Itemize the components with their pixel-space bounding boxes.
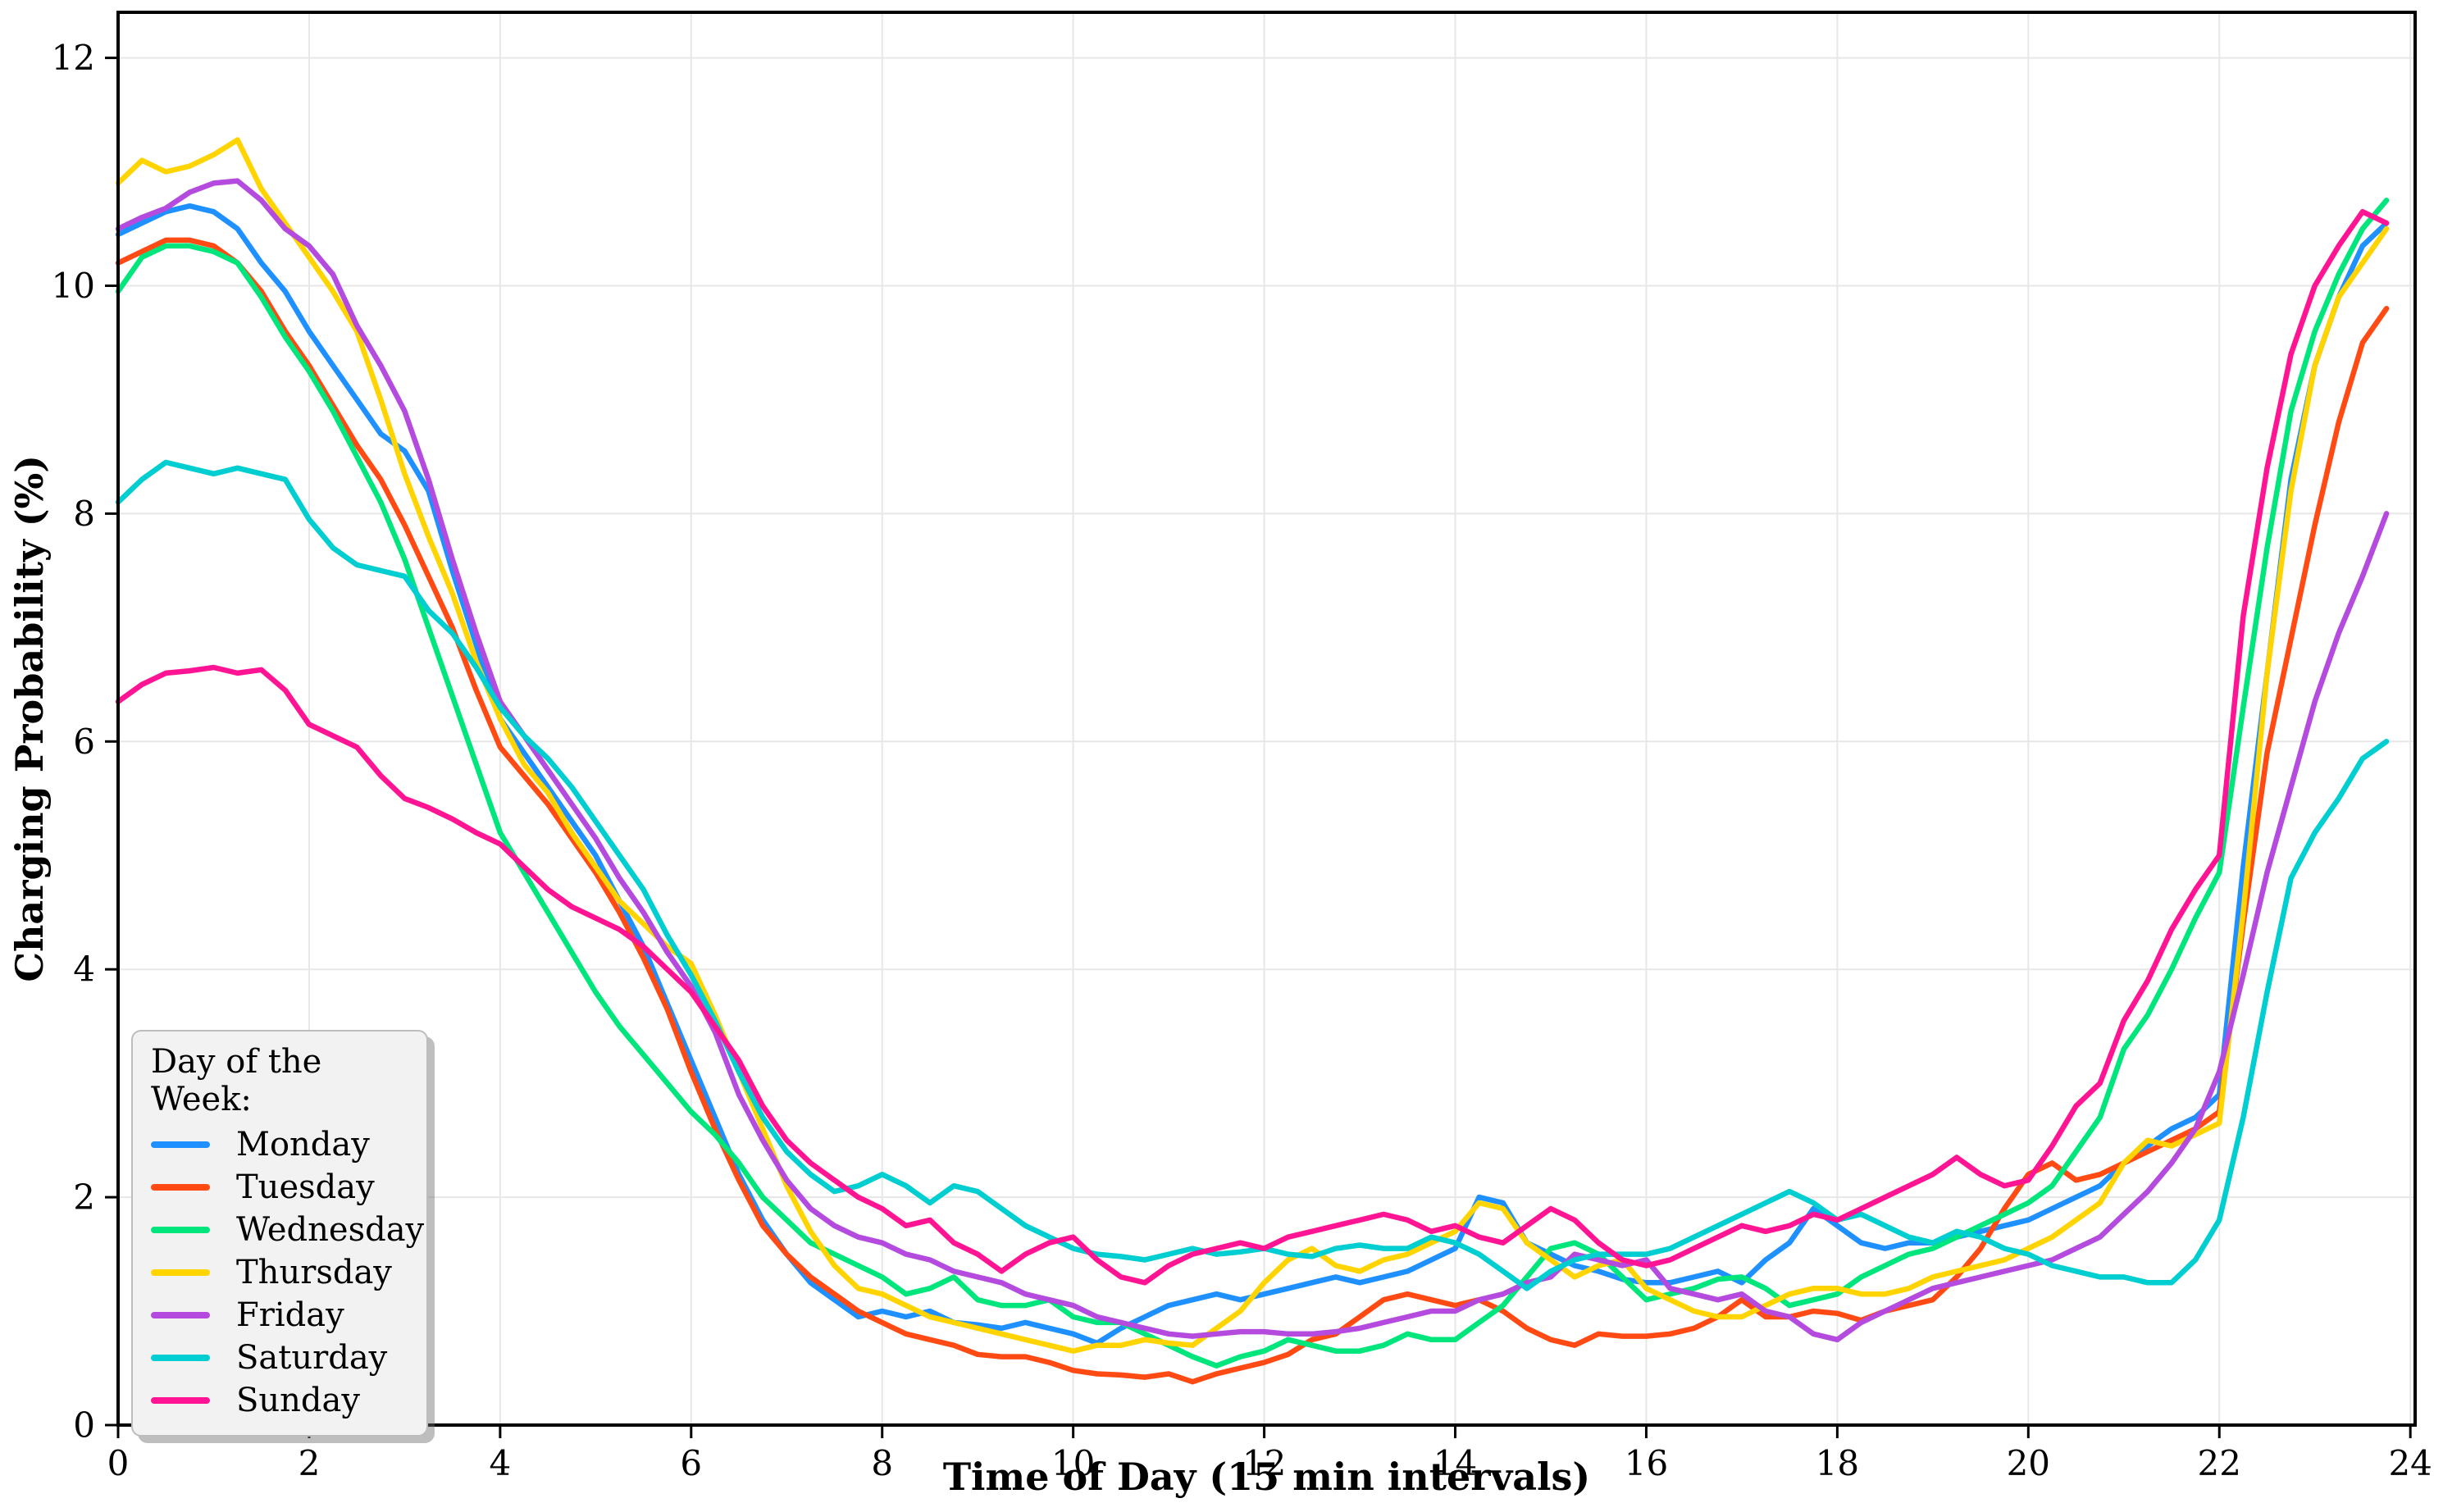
x-tick-label: 10 — [1051, 1443, 1095, 1483]
axes-spines — [116, 11, 2417, 1427]
x-tick-label: 2 — [299, 1443, 321, 1483]
x-tick-label: 12 — [1242, 1443, 1286, 1483]
series-line-tuesday — [115, 237, 2390, 1385]
x-tick-label: 22 — [2198, 1443, 2241, 1483]
y-axis-title-wrap: Charging Probability (%) — [5, 12, 54, 1425]
series-line-sunday — [115, 208, 2390, 1286]
x-tick-label: 24 — [2388, 1443, 2432, 1483]
y-tick-label: 6 — [73, 722, 95, 762]
legend-item-thursday: Thursday — [151, 1251, 415, 1294]
x-axis-title: Time of Day (15 min intervals) — [942, 1455, 1591, 1499]
series-line-wednesday — [115, 198, 2390, 1369]
legend-title: Day of the Week: — [151, 1043, 322, 1118]
x-tick-label: 14 — [1433, 1443, 1477, 1483]
legend-swatch-saturday — [151, 1355, 210, 1361]
y-tick-label: 2 — [73, 1177, 95, 1218]
series-line-friday — [115, 178, 2390, 1343]
legend-label: Monday — [236, 1126, 370, 1164]
x-tick-label: 4 — [489, 1443, 511, 1483]
x-tick-label: 18 — [1816, 1443, 1859, 1483]
legend-label: Sunday — [236, 1382, 360, 1419]
legend-swatch-wednesday — [151, 1227, 210, 1233]
x-tick-label: 16 — [1625, 1443, 1668, 1483]
y-tick-label: 10 — [52, 266, 95, 306]
legend-label: Tuesday — [236, 1168, 375, 1206]
y-tick-label: 4 — [73, 950, 95, 990]
legend-item-monday: Monday — [151, 1123, 415, 1166]
legend-label: Friday — [236, 1296, 344, 1334]
legend-swatch-friday — [151, 1312, 210, 1318]
legend-item-sunday: Sunday — [151, 1379, 415, 1422]
legend-swatch-monday — [151, 1141, 210, 1148]
legend-label: Wednesday — [236, 1211, 425, 1249]
series-line-saturday — [115, 459, 2390, 1291]
legend-item-saturday: Saturday — [151, 1337, 415, 1379]
x-tick-label: 20 — [2007, 1443, 2050, 1483]
series-line-monday — [115, 203, 2390, 1346]
legend-item-friday: Friday — [151, 1294, 415, 1337]
x-tick-label: 0 — [107, 1443, 130, 1483]
legend-label: Saturday — [236, 1339, 388, 1377]
y-tick-label: 8 — [73, 494, 95, 534]
legend: Day of the Week: Monday Tuesday Wednesday T… — [131, 1030, 428, 1437]
legend-items: Monday Tuesday Wednesday Thursday Friday Satu… — [151, 1123, 424, 1422]
legend-label: Thursday — [236, 1254, 392, 1291]
x-tick-label: 6 — [680, 1443, 702, 1483]
series-line-thursday — [115, 137, 2390, 1354]
legend-swatch-tuesday — [151, 1184, 210, 1191]
x-tick-label: 8 — [871, 1443, 893, 1483]
y-tick-label: 0 — [73, 1405, 95, 1446]
legend-item-wednesday: Wednesday — [151, 1209, 424, 1251]
y-tick-label: 12 — [52, 38, 95, 78]
legend-swatch-sunday — [151, 1397, 210, 1404]
y-axis-title: Charging Probability (%) — [7, 455, 52, 982]
legend-swatch-thursday — [151, 1269, 210, 1276]
legend-item-tuesday: Tuesday — [151, 1166, 415, 1209]
